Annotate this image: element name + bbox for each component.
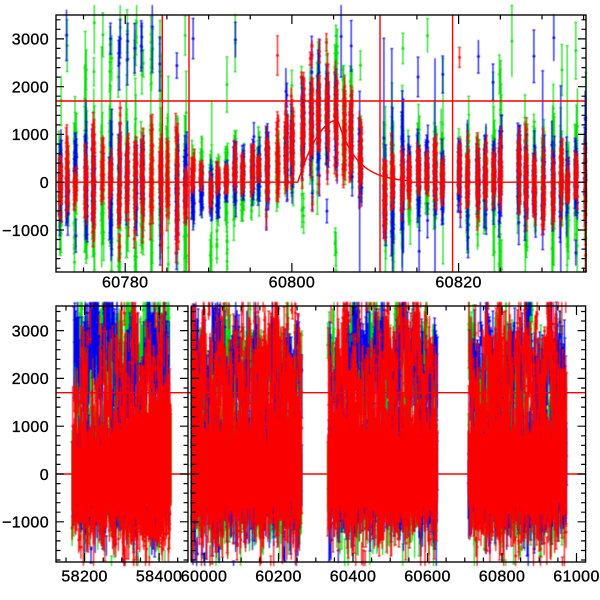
svg-text:61000: 61000: [553, 569, 600, 586]
svg-text:60800: 60800: [479, 569, 526, 586]
svg-text:−1000: −1000: [2, 515, 49, 532]
svg-text:1000: 1000: [12, 419, 49, 436]
svg-text:1000: 1000: [12, 127, 49, 144]
svg-text:60820: 60820: [435, 275, 482, 292]
svg-text:2000: 2000: [12, 371, 49, 388]
svg-text:2000: 2000: [12, 80, 49, 97]
svg-text:0: 0: [40, 175, 49, 192]
svg-text:60400: 60400: [330, 569, 377, 586]
svg-text:60200: 60200: [255, 569, 302, 586]
svg-text:0: 0: [40, 467, 49, 484]
svg-text:60800: 60800: [269, 275, 316, 292]
svg-text:60600: 60600: [404, 569, 451, 586]
svg-text:58200: 58200: [61, 569, 108, 586]
svg-text:60780: 60780: [102, 275, 149, 292]
svg-text:−1000: −1000: [2, 223, 49, 240]
svg-text:3000: 3000: [12, 32, 49, 49]
svg-text:3000: 3000: [12, 323, 49, 340]
svg-text:60000: 60000: [181, 569, 228, 586]
svg-text:58400: 58400: [136, 569, 183, 586]
